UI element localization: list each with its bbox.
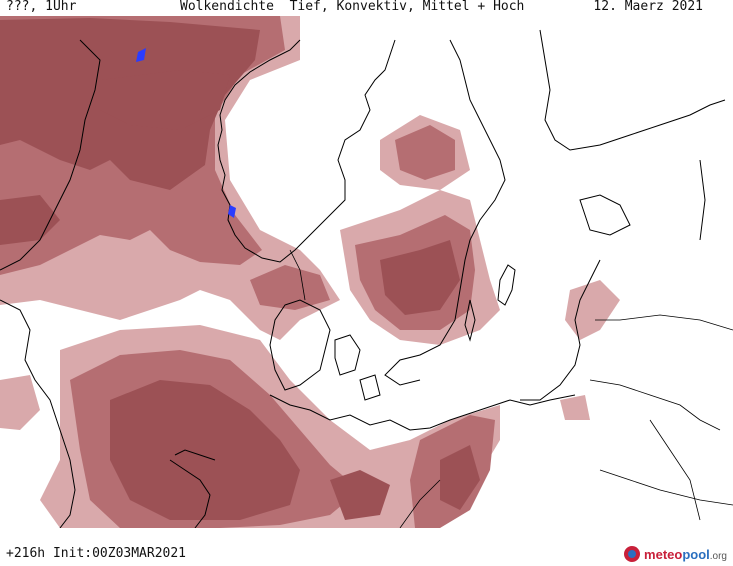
cloud-cover-map bbox=[0, 16, 733, 528]
logo-text-pool: pool bbox=[682, 546, 710, 562]
meteopool-logo[interactable]: meteopool.org bbox=[624, 544, 727, 564]
cloud-layer-dense bbox=[0, 18, 480, 520]
precipitation-markers bbox=[136, 48, 236, 218]
forecast-date: 12. Maerz 2021 bbox=[593, 0, 703, 14]
footer: +216h Init:00Z03MAR2021 meteopool.org bbox=[0, 540, 733, 566]
forecast-hour-label: ???, 1Uhr bbox=[6, 0, 77, 14]
map-title: Wolkendichte Tief, Konvektiv, Mittel + H… bbox=[180, 0, 525, 14]
weather-map bbox=[0, 16, 733, 528]
coastlines bbox=[0, 29, 733, 528]
model-run-label: +216h Init:00Z03MAR2021 bbox=[6, 546, 187, 561]
logo-text-meteo: meteo bbox=[644, 546, 683, 562]
meteopool-logo-icon bbox=[624, 546, 641, 562]
logo-text-tld: .org bbox=[709, 550, 727, 562]
header: ???, 1Uhr Wolkendichte Tief, Konvektiv, … bbox=[0, 0, 733, 16]
